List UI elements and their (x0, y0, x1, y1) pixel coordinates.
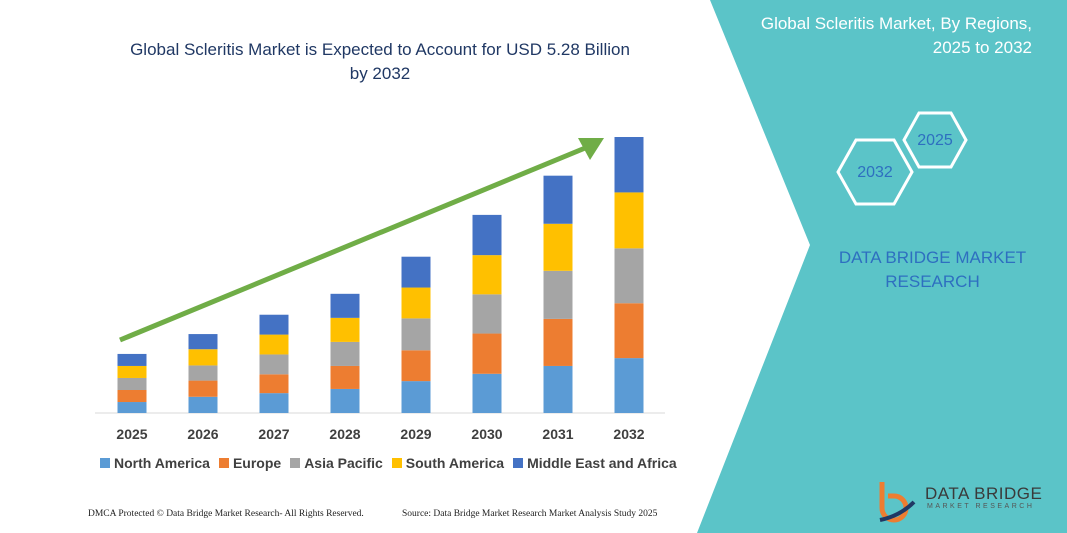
bar-segment (614, 358, 644, 413)
bar-segment (472, 373, 502, 413)
legend-label: Middle East and Africa (527, 455, 677, 471)
legend-label: Europe (232, 455, 282, 471)
bar-segment (401, 318, 431, 351)
bar-segment (188, 365, 218, 381)
bar-segment (117, 402, 147, 413)
logo-tagline: MARKET RESEARCH (927, 503, 1035, 510)
arrow-head (578, 138, 604, 160)
bar-segment (259, 334, 289, 355)
footer-source: Source: Data Bridge Market Research Mark… (402, 509, 658, 519)
logo-mark (879, 482, 909, 523)
bars: 2025 2026 2027 2028 2029 2030 2031 2032 (116, 137, 645, 442)
bar-segment (188, 349, 218, 366)
legend: North America Europe Asia Pacific South Ame… (100, 455, 680, 471)
x-tick-label: 2032 (613, 426, 644, 442)
bar-segment (472, 255, 502, 295)
x-tick-label: 2030 (471, 426, 502, 442)
legend-swatch (391, 458, 402, 468)
hexagon-label: 2032 (857, 164, 893, 181)
bar-segment (543, 318, 573, 366)
bar-segment (259, 393, 289, 413)
bar-segment (188, 334, 218, 350)
bar-segment (543, 223, 573, 271)
bar-segment (472, 294, 502, 334)
legend-swatch (513, 458, 524, 468)
legend-item: North America (100, 455, 210, 471)
bar-segment (117, 353, 147, 366)
bar-segment (330, 293, 360, 318)
legend-swatch (218, 458, 229, 468)
panel-title: Global Scleritis Market, By Regions, 202… (760, 14, 1032, 57)
legend-label: North America (114, 455, 210, 471)
bar-segment (117, 365, 147, 378)
x-tick-label: 2025 (116, 426, 147, 442)
bar-segment (188, 380, 218, 397)
bar-segment (188, 396, 218, 413)
x-tick-label: 2026 (187, 426, 218, 442)
bar-segment (543, 365, 573, 413)
side-panel (697, 0, 1067, 533)
trend-arrow (119, 143, 591, 343)
x-tick-label: 2027 (258, 426, 289, 442)
hexagon (902, 111, 968, 169)
bar-segment (472, 214, 502, 256)
bar-segment (401, 287, 431, 319)
x-tick-label: 2028 (329, 426, 360, 442)
chart-title: Global Scleritis Market is Expected to A… (130, 40, 630, 83)
logo-mark (879, 500, 916, 522)
bar-segment (614, 248, 644, 304)
hexagon (836, 138, 914, 206)
legend-swatch (290, 458, 301, 468)
legend-label: South America (405, 455, 505, 471)
bar-segment (117, 390, 147, 403)
bar-segment (330, 388, 360, 413)
legend-item: Europe (218, 455, 282, 471)
footer-note: DMCA Protected © Data Bridge Market Rese… (88, 509, 364, 519)
bar-segment (330, 341, 360, 366)
hexagon-label: 2025 (917, 132, 953, 149)
bar-segment (614, 303, 644, 359)
legend-label: Asia Pacific (304, 455, 383, 471)
bar-segment (614, 192, 644, 249)
bar-segment (614, 137, 644, 193)
brand-text: DATA BRIDGE MARKET RESEARCH (838, 248, 1027, 291)
bar-segment (330, 317, 360, 342)
bar-segment (401, 256, 431, 288)
logo-text: DATA BRIDGE (925, 484, 1043, 503)
bar-segment (401, 381, 431, 413)
legend-item: Middle East and Africa (513, 455, 677, 471)
legend-item: South America (391, 455, 505, 471)
bar-segment (259, 314, 289, 335)
bar-segment (543, 175, 573, 224)
x-tick-label: 2029 (400, 426, 431, 442)
bar-segment (472, 333, 502, 374)
legend-item: Asia Pacific (290, 455, 383, 471)
bar-segment (543, 270, 573, 319)
legend-swatch (100, 458, 110, 468)
bar-segment (330, 365, 360, 389)
bar-segment (401, 350, 431, 382)
x-tick-label: 2031 (542, 426, 573, 442)
bar-segment (259, 374, 289, 394)
bar-segment (259, 354, 289, 375)
bar-segment (117, 377, 147, 390)
